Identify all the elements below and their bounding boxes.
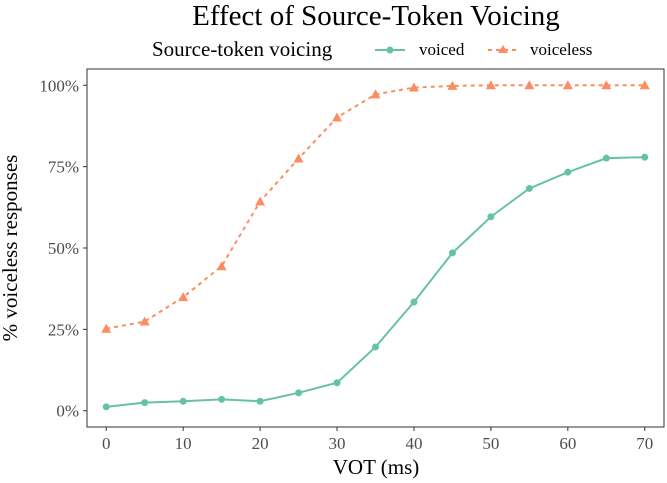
y-tick-label: 0%: [56, 402, 79, 421]
data-point-voiced: [448, 249, 456, 257]
legend: Source-token voicing voiced voiceless: [152, 37, 592, 61]
series-line-voiced: [106, 156, 645, 408]
data-point-voiceless: [562, 80, 573, 90]
x-tick-label: 40: [405, 434, 422, 453]
y-tick-label: 75%: [48, 158, 79, 177]
data-point-voiceless: [639, 80, 650, 90]
y-axis: 0% 25% 50% 75% 100%: [39, 76, 87, 421]
data-point-voiceless: [255, 196, 266, 206]
data-point-voiceless: [601, 80, 612, 90]
x-tick-label: 10: [175, 434, 192, 453]
data-point-voiceless: [408, 82, 419, 92]
data-point-voiceless: [178, 292, 189, 302]
x-tick-label: 0: [102, 434, 111, 453]
data-point-voiceless: [524, 80, 535, 90]
x-axis: 0 10 20 30 40 50 60 70: [102, 427, 653, 453]
x-axis-label: VOT (ms): [333, 455, 420, 479]
data-point-voiced: [218, 395, 226, 403]
data-point-voiceless: [447, 80, 458, 90]
data-point-voiceless: [485, 80, 496, 90]
data-point-voiced: [102, 403, 110, 411]
data-point-voiced: [256, 397, 264, 405]
data-point-voiced: [372, 343, 379, 351]
legend-key-voiced-marker: [386, 46, 394, 54]
data-point-voiceless: [101, 323, 112, 333]
data-point-voiced: [410, 298, 418, 306]
data-point-voiced: [333, 379, 341, 387]
y-tick-label: 100%: [39, 76, 79, 95]
plot-panel: [86, 68, 665, 428]
data-point-voiceless: [332, 112, 343, 122]
data-point-voiced: [141, 399, 149, 407]
data-point-voiced: [295, 389, 303, 397]
x-tick-label: 70: [636, 434, 653, 453]
data-point-voiceless: [293, 153, 304, 163]
chart-title: Effect of Source-Token Voicing: [192, 0, 560, 32]
data-point-voiced: [602, 154, 610, 162]
y-tick-label: 50%: [48, 239, 79, 258]
data-point-voiceless: [139, 316, 150, 326]
series-layer: [101, 80, 650, 411]
series-line-voiceless: [106, 84, 645, 330]
legend-label-voiceless: voiceless: [530, 40, 592, 59]
legend-title: Source-token voicing: [152, 37, 333, 61]
legend-label-voiced: voiced: [419, 40, 465, 59]
data-point-voiced: [487, 213, 495, 221]
data-point-voiced: [564, 168, 572, 176]
data-point-voiced: [179, 397, 187, 405]
x-tick-label: 20: [252, 434, 269, 453]
data-point-voiceless: [370, 89, 381, 99]
data-point-voiceless: [216, 261, 227, 271]
y-axis-label: % voiceless responses: [0, 155, 22, 342]
x-tick-label: 30: [329, 434, 346, 453]
x-tick-label: 50: [482, 434, 499, 453]
legend-key-voiceless-marker: [498, 45, 508, 53]
data-point-voiced: [641, 153, 649, 161]
x-tick-label: 60: [559, 434, 576, 453]
data-point-voiced: [525, 184, 533, 192]
y-tick-label: 25%: [48, 320, 79, 339]
